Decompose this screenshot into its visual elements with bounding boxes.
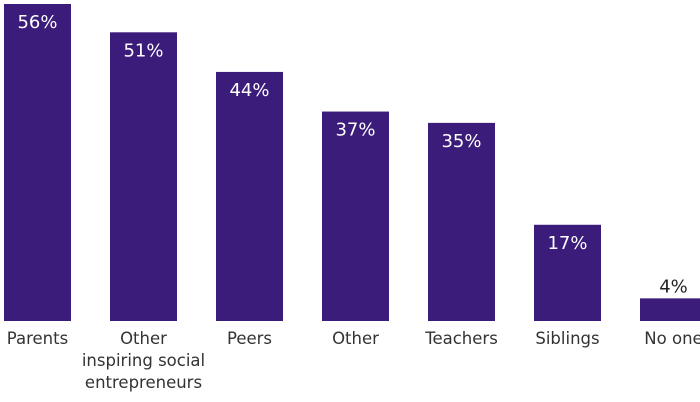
value-label-3: 37% [335, 120, 375, 141]
value-label-4: 35% [441, 131, 481, 152]
category-label-3: Other [332, 329, 379, 348]
bar-1 [110, 32, 177, 322]
bars-group [4, 4, 700, 322]
bar-2 [216, 71, 283, 321]
category-label-1: Other inspiring social entrepreneurs [82, 329, 205, 392]
bar-5 [534, 224, 601, 321]
category-label-2: Peers [227, 329, 272, 348]
category-label-6: No one [644, 329, 700, 348]
category-label-5: Siblings [535, 329, 599, 348]
bar-3 [322, 111, 389, 321]
bar-0 [4, 4, 71, 321]
category-labels-group: Parents Other inspiring social entrepreneur… [7, 329, 700, 392]
value-label-1: 51% [123, 40, 163, 61]
category-label-4: Teachers [424, 329, 498, 348]
bar-4 [428, 122, 495, 321]
bar-6 [640, 298, 700, 321]
value-labels-group: 56% 51% 44% 37% 35% 17% 4% [17, 12, 687, 297]
value-label-6: 4% [659, 276, 688, 297]
value-label-5: 17% [547, 233, 587, 254]
value-label-2: 44% [229, 80, 269, 101]
category-label-0: Parents [7, 329, 68, 348]
value-label-0: 56% [17, 12, 57, 33]
